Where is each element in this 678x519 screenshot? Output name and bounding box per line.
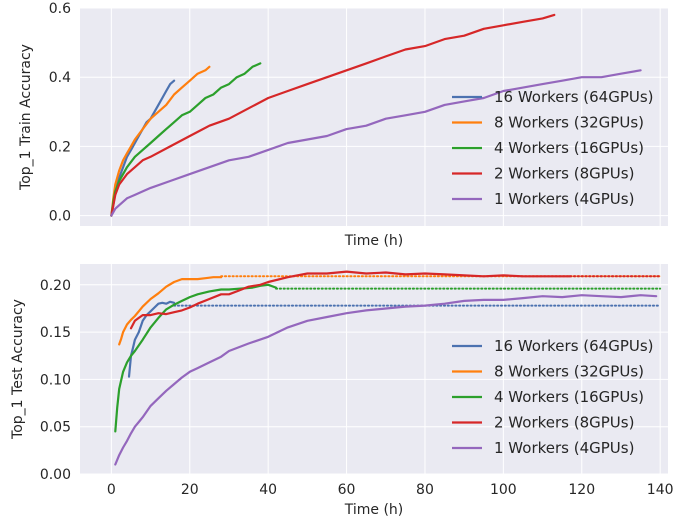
y-tick-label: 0.20 [40,278,71,294]
x-tick-label: 120 [568,482,595,498]
x-tick-label: 0 [107,482,116,498]
x-tick-label: 140 [647,482,674,498]
plot-area [80,264,668,474]
series-line [110,65,211,217]
legend-entry: 8 Workers (32GPUs) [494,363,644,381]
legend-entry: 1 Workers (4GPUs) [494,190,634,208]
y-tick-label: 0.6 [49,1,71,17]
legend-entry: 8 Workers (32GPUs) [494,114,644,132]
train-accuracy-panel: 0.0 0.2 0.4 0.6 Time (h) Top_1 Train Accuracy… [18,1,668,249]
series-line [118,276,223,346]
x-axis-label: Time (h) [344,233,404,249]
y-tick-label: 0.10 [40,372,71,388]
test-accuracy-panel: 0 20 40 60 80 100 120 140 0.00 0.05 0.10 0.15 0.20 Ti… [10,264,674,518]
series-line [127,300,176,378]
series-line [110,62,262,217]
x-tick-label: 100 [490,482,517,498]
series-line [129,270,572,330]
series-line [114,294,658,466]
legend-entry: 2 Workers (8GPUs) [494,165,634,183]
legend-entry: 1 Workers (4GPUs) [494,439,634,457]
legend-entry: 4 Workers (16GPUs) [494,388,644,406]
y-tick-label: 0.2 [49,139,71,155]
y-tick-label: 0.4 [49,70,71,86]
y-axis-label: Top_1 Train Accuracy [18,44,34,191]
legend-entry: 16 Workers (64GPUs) [494,88,654,106]
x-tick-label: 60 [338,482,356,498]
y-tick-label: 0.05 [40,420,71,436]
x-tick-label: 20 [181,482,199,498]
x-axis-label: Time (h) [344,502,404,518]
x-tick-label: 40 [259,482,277,498]
legend-entry: 4 Workers (16GPUs) [494,139,644,157]
y-tick-label: 0.00 [40,467,71,483]
y-tick-label: 0.15 [40,325,71,341]
plot-area [80,8,668,226]
legend-entry: 2 Workers (8GPUs) [494,414,634,432]
series-line [110,69,642,217]
series-line [110,13,556,217]
legend-entry: 16 Workers (64GPUs) [494,337,654,355]
y-tick-label: 0.0 [49,209,71,225]
y-axis-label: Top_1 Test Accuracy [10,299,26,440]
x-tick-label: 80 [416,482,434,498]
